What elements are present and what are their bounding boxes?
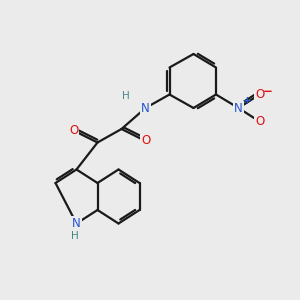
Text: O: O (141, 134, 150, 148)
Text: O: O (255, 88, 264, 101)
Text: O: O (69, 124, 78, 137)
Text: H: H (122, 91, 130, 101)
Text: +: + (242, 95, 251, 106)
Text: N: N (141, 101, 150, 115)
Text: N: N (234, 101, 243, 115)
Text: −: − (263, 85, 273, 98)
Text: N: N (72, 217, 81, 230)
Text: H: H (71, 231, 79, 241)
Text: O: O (255, 115, 264, 128)
